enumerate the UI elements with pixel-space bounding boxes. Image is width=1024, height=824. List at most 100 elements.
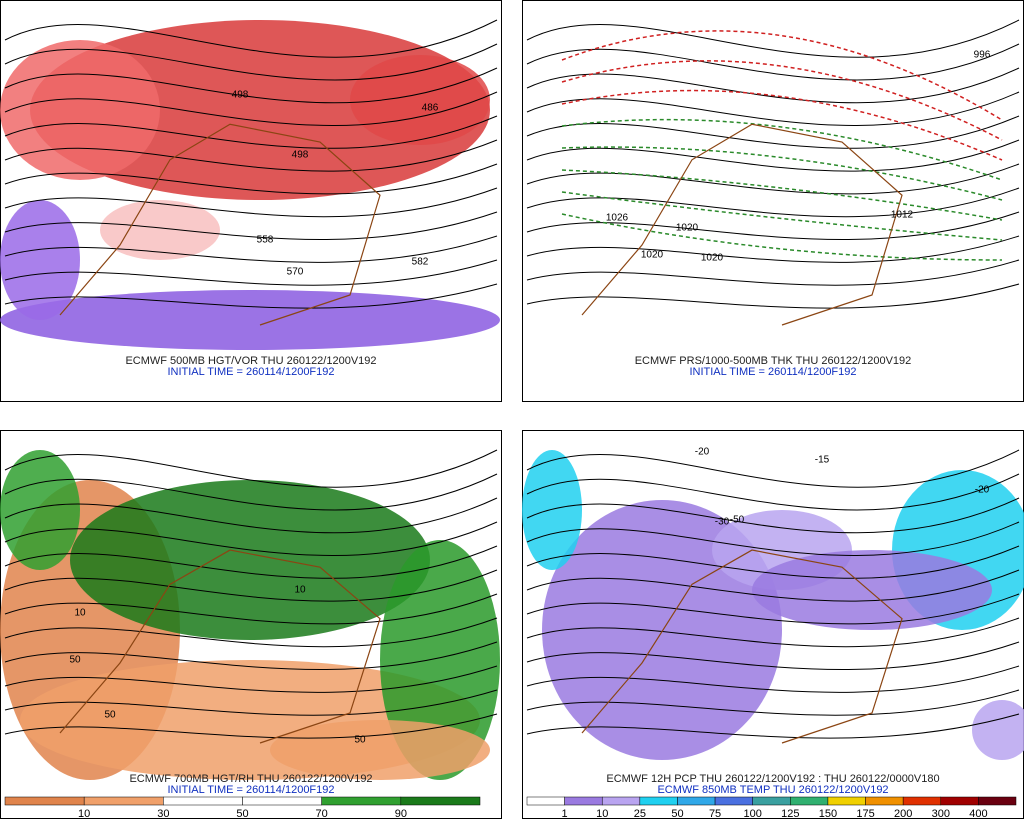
shaded-area bbox=[0, 290, 500, 350]
colorbar-swatch bbox=[902, 796, 942, 806]
contour-label: 1026 bbox=[606, 213, 629, 224]
contour bbox=[4, 115, 498, 149]
contour-label: 558 bbox=[257, 235, 274, 246]
colorbar-swatch bbox=[639, 796, 678, 806]
contour bbox=[4, 43, 498, 81]
colorbar-swatch bbox=[4, 796, 85, 806]
contour bbox=[526, 139, 1020, 172]
contour bbox=[4, 449, 498, 488]
contour-label: 50 bbox=[354, 735, 366, 746]
contour-label: 10 bbox=[294, 585, 306, 596]
map-panel: 10 50 50 10 50 ECMWF 700MB HGT/RH THU 260122/… bbox=[0, 430, 502, 820]
colorbar-swatch bbox=[752, 796, 791, 806]
colorbar-label: 75 bbox=[709, 808, 721, 819]
contour bbox=[4, 139, 498, 172]
colorbar-swatch bbox=[163, 796, 243, 806]
contour bbox=[526, 569, 1020, 602]
contour-label: -50 bbox=[730, 515, 745, 526]
subcaption: INITIAL TIME = 260114/1200F192 bbox=[167, 784, 334, 796]
colorbar-label: 50 bbox=[236, 808, 248, 819]
contour-label: 1020 bbox=[701, 253, 724, 264]
shaded-area bbox=[0, 200, 80, 320]
shaded-area bbox=[100, 200, 220, 260]
coastline bbox=[59, 549, 381, 744]
shaded-area bbox=[0, 40, 160, 180]
contour bbox=[4, 665, 498, 693]
coastline bbox=[581, 549, 903, 744]
colorbar-label: 1 bbox=[562, 808, 568, 819]
contour bbox=[4, 689, 498, 716]
contour-label: 50 bbox=[69, 655, 81, 666]
contour bbox=[4, 91, 498, 127]
contour bbox=[526, 521, 1020, 557]
contour-label: 486 bbox=[422, 103, 439, 114]
contour-label: 498 bbox=[232, 90, 249, 101]
contour-label: -15 bbox=[815, 455, 830, 466]
shaded-area bbox=[522, 450, 582, 570]
map-panel: 498 486 498 558 570 582 ECMWF 500MB HGT/VOR TH… bbox=[0, 0, 502, 402]
contour bbox=[526, 497, 1020, 534]
colorbar-label: 90 bbox=[395, 808, 407, 819]
colorbar-swatch bbox=[242, 796, 322, 806]
contour bbox=[526, 163, 1020, 195]
thickness-contour bbox=[561, 30, 1003, 121]
thickness-contour bbox=[561, 213, 1003, 261]
thickness-contour bbox=[561, 118, 1003, 181]
contour-label: 1020 bbox=[676, 223, 699, 234]
colorbar-swatch bbox=[714, 796, 753, 806]
contour bbox=[526, 665, 1020, 693]
contour-label: 1012 bbox=[891, 210, 914, 221]
contour bbox=[4, 19, 498, 58]
colorbar-label: 100 bbox=[744, 808, 762, 819]
shaded-area bbox=[972, 700, 1024, 760]
colorbar-label: 70 bbox=[316, 808, 328, 819]
shaded-area bbox=[30, 20, 490, 200]
map-panel: -20 -30 -50 -20 -15 ECMWF 12H PCP THU 260122/… bbox=[522, 430, 1024, 820]
colorbar-swatch bbox=[400, 796, 481, 806]
contour-label: 996 bbox=[974, 50, 991, 61]
contour-label: 50 bbox=[104, 710, 116, 721]
coastline bbox=[59, 123, 381, 326]
contour bbox=[526, 235, 1020, 263]
contour bbox=[4, 569, 498, 602]
shaded-area bbox=[350, 55, 490, 145]
colorbar-label: 125 bbox=[781, 808, 799, 819]
contour-label: 498 bbox=[292, 150, 309, 161]
caption: ECMWF 500MB HGT/VOR THU 260122/1200V192 bbox=[125, 355, 376, 367]
thickness-contour bbox=[561, 169, 1003, 221]
colorbar-swatch bbox=[83, 796, 164, 806]
contour bbox=[526, 67, 1020, 104]
colorbar-label: 175 bbox=[856, 808, 874, 819]
map-background bbox=[523, 1, 1023, 355]
colorbar-swatch bbox=[321, 796, 402, 806]
map-panel: 1026 1020 1020 1020 1012 996 ECMWF PRS/1000-50… bbox=[522, 0, 1024, 402]
contour bbox=[4, 497, 498, 534]
contour bbox=[526, 211, 1020, 241]
contour-label: -20 bbox=[695, 447, 710, 458]
contour bbox=[526, 545, 1020, 579]
thickness-contour bbox=[561, 191, 1003, 241]
subcaption: ECMWF 850MB TEMP THU 260122/1200V192 bbox=[657, 784, 888, 796]
contour bbox=[526, 259, 1020, 286]
caption: ECMWF PRS/1000-500MB THK THU 260122/1200… bbox=[635, 355, 912, 367]
colorbar-label: 30 bbox=[157, 808, 169, 819]
colorbar-label: 200 bbox=[894, 808, 912, 819]
contour bbox=[4, 521, 498, 557]
contour bbox=[526, 713, 1020, 739]
contour-label: 570 bbox=[287, 267, 304, 278]
colorbar-swatch bbox=[601, 796, 641, 806]
shaded-area bbox=[752, 550, 992, 630]
contour bbox=[4, 473, 498, 511]
colorbar-swatch bbox=[677, 796, 716, 806]
thickness-contour bbox=[561, 89, 1003, 161]
colorbar-swatch bbox=[865, 796, 904, 806]
contour bbox=[4, 187, 498, 218]
shaded-area bbox=[270, 720, 490, 780]
contour bbox=[526, 283, 1020, 309]
contour bbox=[4, 545, 498, 579]
subcaption: INITIAL TIME = 260114/1200F192 bbox=[689, 366, 856, 378]
contour bbox=[526, 689, 1020, 716]
colorbar-swatch bbox=[526, 796, 565, 806]
